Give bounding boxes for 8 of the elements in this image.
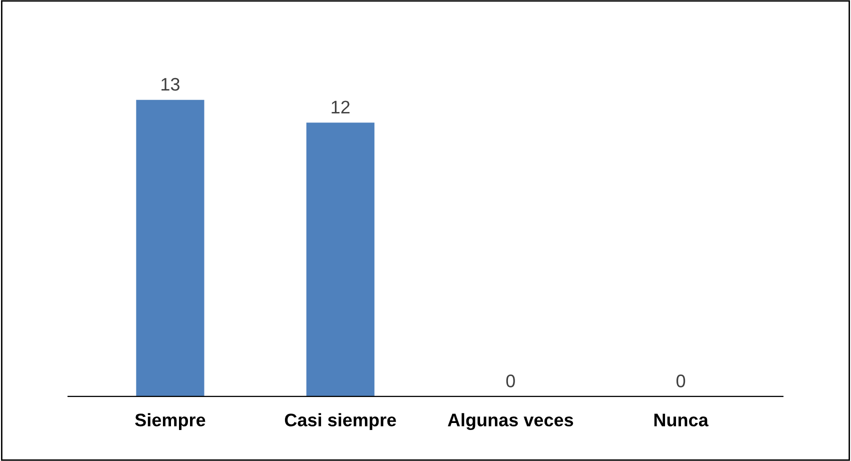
x-tick-label: Siempre bbox=[135, 413, 206, 430]
x-tick-label: Nunca bbox=[654, 414, 709, 426]
data-label: 13 bbox=[162, 78, 180, 91]
data-label: 12 bbox=[332, 100, 350, 114]
data-label: 0 bbox=[506, 374, 515, 388]
x-tick-label: Algunas veces bbox=[448, 413, 574, 430]
x-tick-label: Casi siempre bbox=[284, 413, 396, 430]
data-label: 0 bbox=[676, 374, 686, 388]
